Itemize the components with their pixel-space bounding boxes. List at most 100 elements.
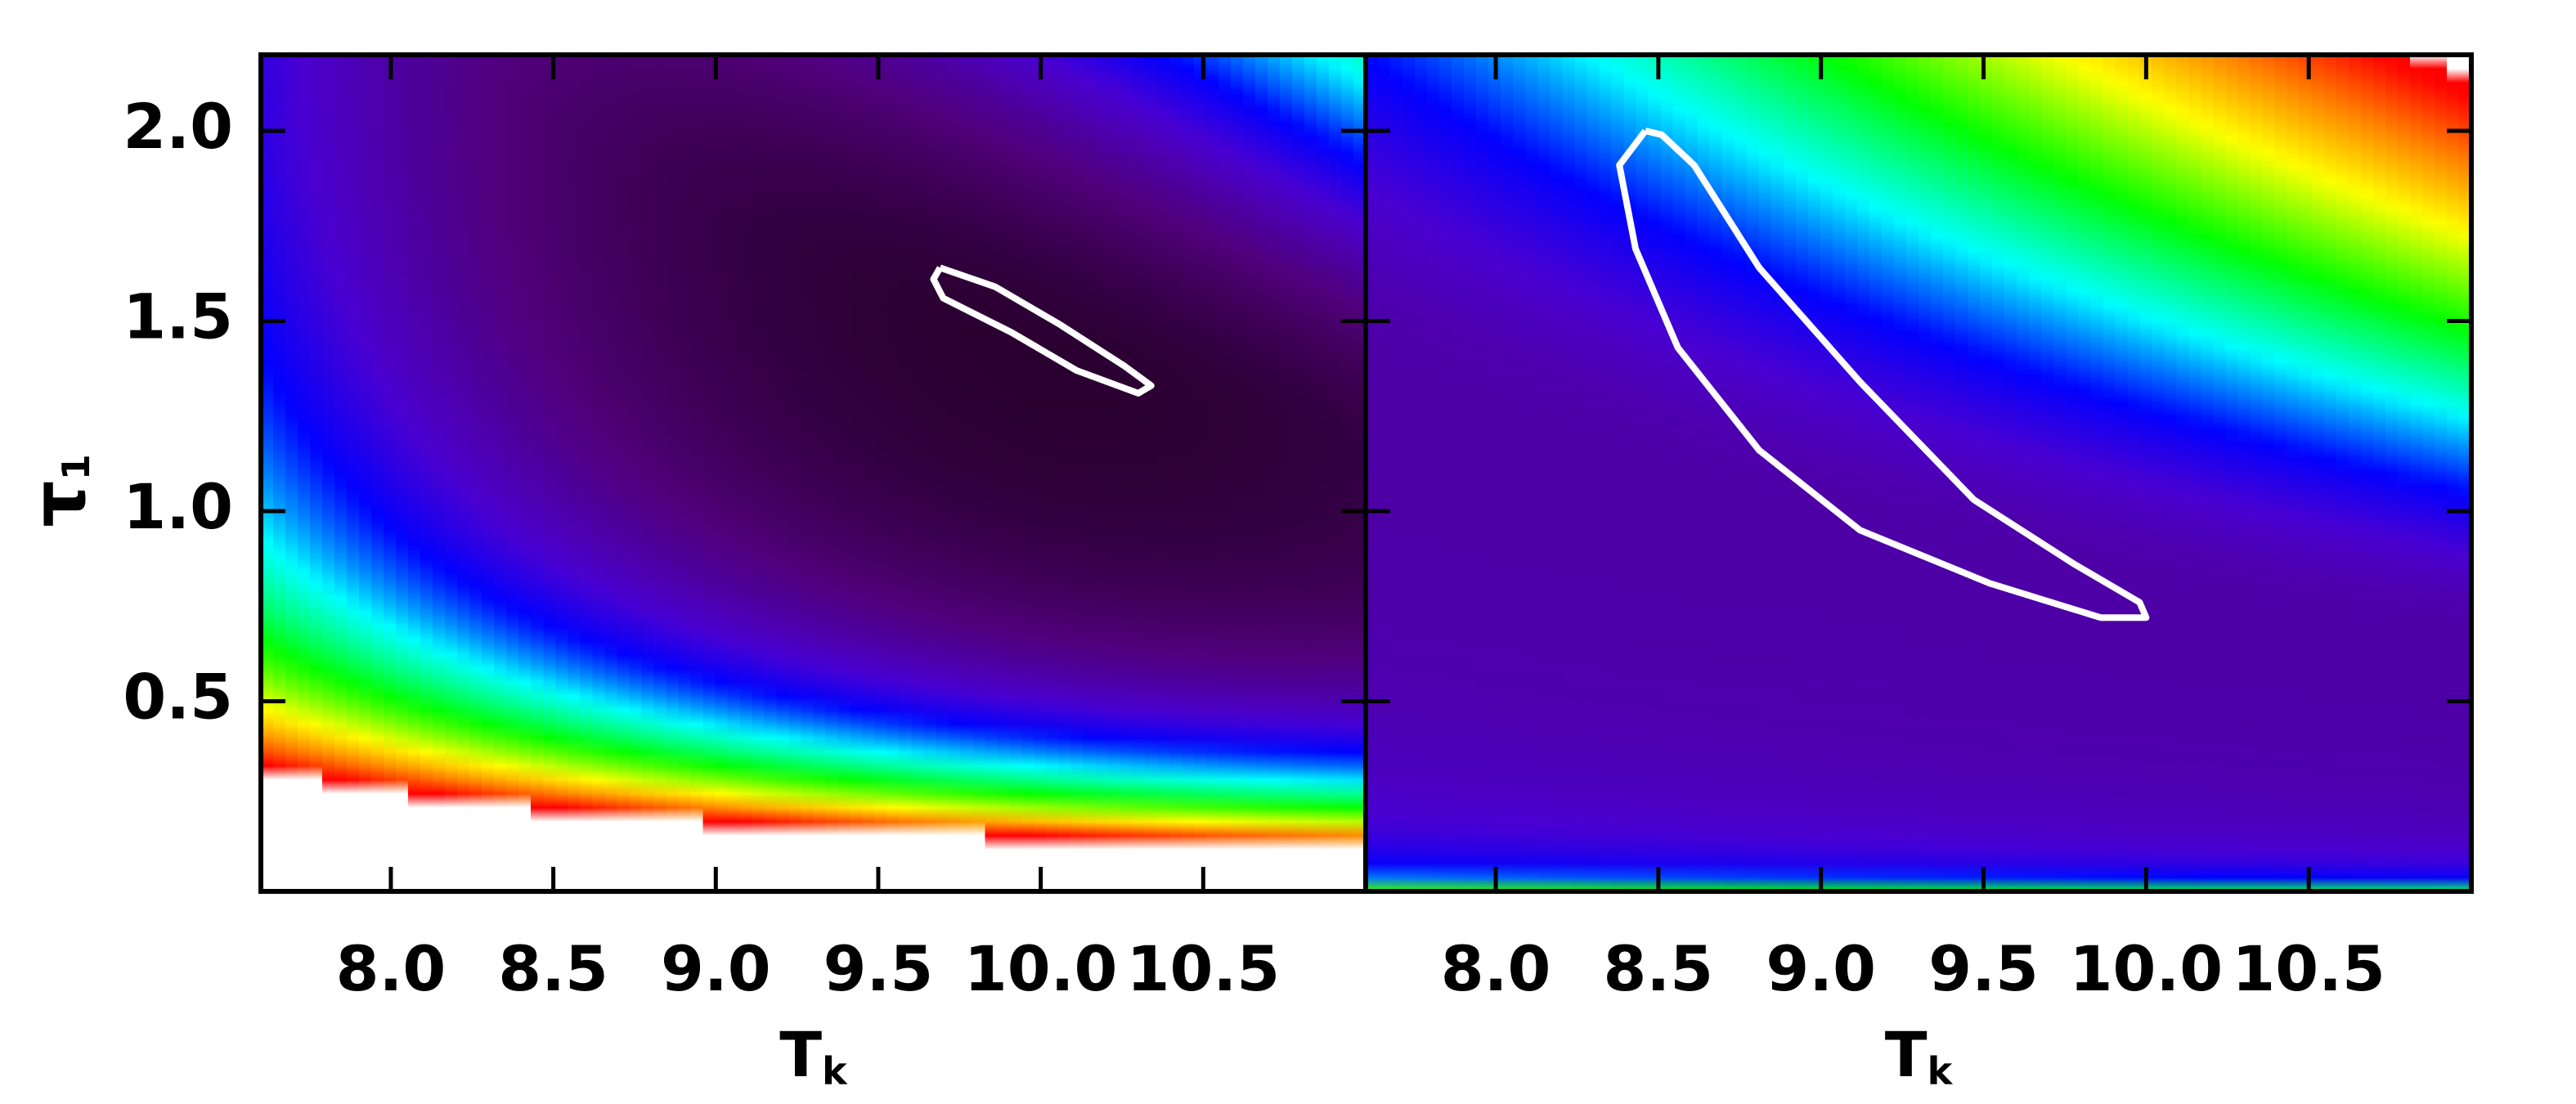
heatmap-strip bbox=[1795, 55, 1809, 891]
heatmap-strip bbox=[1734, 55, 1748, 891]
heatmap-strip bbox=[923, 55, 937, 891]
heatmap-strip bbox=[592, 55, 606, 891]
heatmap-strip bbox=[1267, 55, 1281, 891]
heatmap-strip bbox=[384, 55, 397, 891]
heatmap-strip bbox=[2385, 55, 2399, 891]
heatmap-strip bbox=[1378, 55, 1392, 891]
x-tick-label: 8.0 bbox=[1441, 932, 1551, 1005]
heatmap-strip bbox=[2078, 55, 2092, 891]
heatmap-strip bbox=[1181, 55, 1195, 891]
y-tick-label: 1.0 bbox=[123, 470, 233, 543]
heatmap-strip bbox=[2176, 55, 2190, 891]
x-tick-label: 10.5 bbox=[1127, 932, 1281, 1005]
heatmap-strip bbox=[801, 55, 815, 891]
heatmap-strip bbox=[2201, 55, 2215, 891]
heatmap-strip bbox=[2225, 55, 2239, 891]
heatmap-strip bbox=[2397, 55, 2411, 891]
heatmap-strip bbox=[837, 55, 851, 891]
heatmap-strip bbox=[1107, 55, 1121, 891]
x-tick-label: 8.0 bbox=[336, 932, 447, 1005]
heatmap-strip bbox=[985, 55, 999, 891]
heatmap-strip bbox=[2434, 55, 2448, 891]
heatmap-strip bbox=[1230, 55, 1244, 891]
heatmap-strip bbox=[359, 55, 373, 891]
heatmap-strip bbox=[1537, 55, 1551, 891]
heatmap-strip bbox=[1685, 55, 1699, 891]
plot-frame bbox=[1363, 52, 2474, 894]
heatmap-strip bbox=[2458, 55, 2472, 891]
heatmap-strip bbox=[1328, 55, 1342, 891]
heatmap-strip bbox=[2360, 55, 2374, 891]
x-tick-label: 10.0 bbox=[964, 932, 1118, 1005]
heatmap-strip bbox=[2287, 55, 2300, 891]
heatmap-strip bbox=[2237, 55, 2251, 891]
heatmap-strip bbox=[506, 55, 520, 891]
heatmap-strip bbox=[702, 55, 716, 891]
heatmap-strip bbox=[666, 55, 680, 891]
heatmap-strip bbox=[911, 55, 925, 891]
heatmap-strip bbox=[1046, 55, 1060, 891]
heatmap-strip bbox=[310, 55, 324, 891]
heatmap-strip bbox=[1599, 55, 1613, 891]
heatmap-strip bbox=[739, 55, 753, 891]
heatmap-strip bbox=[948, 55, 962, 891]
heatmap-strip bbox=[1672, 55, 1686, 891]
heatmap-strip bbox=[2421, 55, 2435, 891]
x-axis-label-main: T bbox=[779, 1018, 822, 1091]
heatmap-strip bbox=[960, 55, 974, 891]
heatmap-strip bbox=[273, 55, 287, 891]
heatmap-strip bbox=[2017, 55, 2031, 891]
heatmap-strip bbox=[1488, 55, 1502, 891]
heatmap-strip bbox=[2127, 55, 2141, 891]
heatmap-strip bbox=[2029, 55, 2043, 891]
heatmap-strip bbox=[2213, 55, 2227, 891]
heatmap-strip bbox=[2103, 55, 2116, 891]
heatmap-strip bbox=[2066, 55, 2080, 891]
x-tick-label: 9.0 bbox=[661, 932, 771, 1005]
heatmap-strip bbox=[1586, 55, 1600, 891]
heatmap-strip bbox=[396, 55, 410, 891]
x-axis-label-sub: k bbox=[822, 1049, 848, 1093]
heatmap-strip bbox=[1968, 55, 1981, 891]
heatmap-strip bbox=[261, 55, 275, 891]
heatmap-strip bbox=[1525, 55, 1539, 891]
heatmap-strip bbox=[1156, 55, 1170, 891]
heatmap-strip bbox=[825, 55, 839, 891]
y-axis-label-sub: 1 bbox=[54, 454, 98, 480]
y-tick-label: 1.5 bbox=[123, 280, 233, 352]
heatmap-strip bbox=[997, 55, 1011, 891]
heatmap-strip bbox=[1083, 55, 1097, 891]
heatmap-strip bbox=[690, 55, 704, 891]
heatmap-strip bbox=[1709, 55, 1723, 891]
heatmap-strip bbox=[1623, 55, 1637, 891]
heatmap-strip bbox=[1550, 55, 1564, 891]
heatmap-strip bbox=[482, 55, 496, 891]
heatmap-strip bbox=[445, 55, 459, 891]
heatmap-strip bbox=[1353, 55, 1367, 891]
heatmap-strip bbox=[886, 55, 900, 891]
heatmap-strip bbox=[568, 55, 581, 891]
heatmap-strip bbox=[543, 55, 557, 891]
heatmap-strip bbox=[1427, 55, 1441, 891]
heatmap-strip bbox=[2274, 55, 2288, 891]
x-axis-label: Tk bbox=[1885, 1018, 1954, 1093]
heatmap-strip bbox=[936, 55, 949, 891]
x-tick-label: 9.5 bbox=[1928, 932, 2039, 1005]
heatmap-strip bbox=[1562, 55, 1576, 891]
heatmap-strip bbox=[653, 55, 667, 891]
heatmap-strip bbox=[899, 55, 913, 891]
heatmap-strip bbox=[1193, 55, 1207, 891]
x-tick-label: 10.0 bbox=[2070, 932, 2224, 1005]
heatmap-strip bbox=[1820, 55, 1833, 891]
heatmap-strip bbox=[1770, 55, 1784, 891]
heatmap-strip bbox=[298, 55, 312, 891]
heatmap-strip bbox=[408, 55, 422, 891]
heatmap-strip bbox=[1746, 55, 1760, 891]
heatmap-strip bbox=[972, 55, 986, 891]
heatmap-strip bbox=[2250, 55, 2264, 891]
heatmap-strip bbox=[1931, 55, 1945, 891]
heatmap-strip bbox=[641, 55, 655, 891]
heatmap-strip bbox=[715, 55, 729, 891]
heatmap-strip bbox=[1574, 55, 1588, 891]
